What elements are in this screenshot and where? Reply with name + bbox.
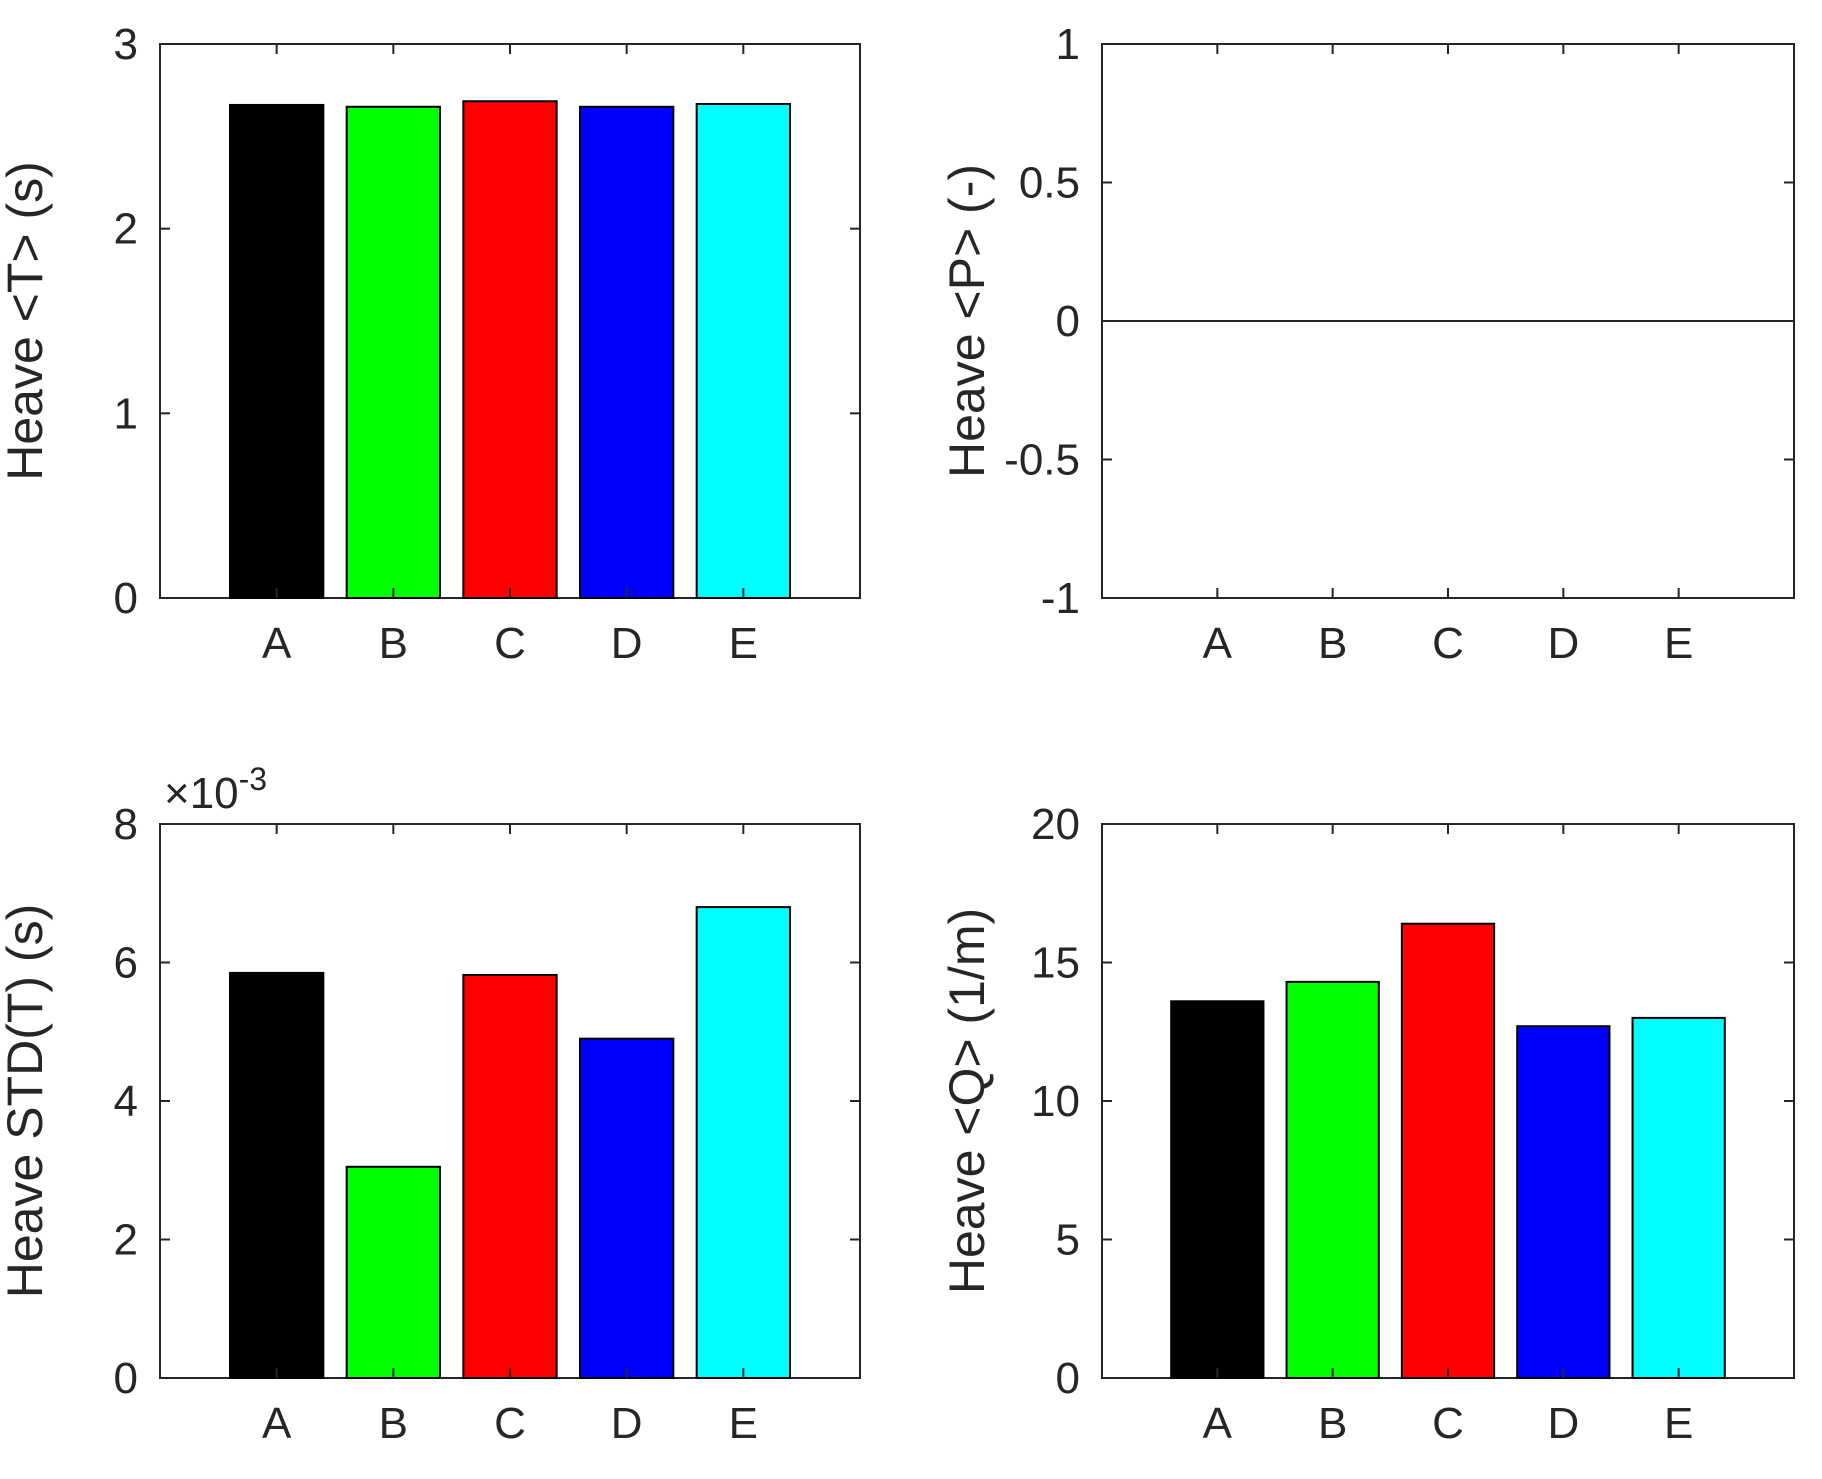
- chart-4-xtick-label: B: [1318, 1399, 1347, 1448]
- chart-1-xtick-label: D: [611, 619, 643, 668]
- chart-1-ytick-label: 0: [114, 574, 138, 623]
- chart-2-xtick-label: E: [1664, 619, 1693, 668]
- chart-3-ytick-label: 6: [114, 939, 138, 988]
- chart-1-ytick-label: 3: [114, 20, 138, 69]
- chart-1-xtick-label: E: [729, 619, 758, 668]
- chart-3-bar-A: [229, 971, 325, 1379]
- chart-3-xtick-label: A: [262, 1399, 292, 1448]
- chart-3-exponent-power: -3: [239, 761, 267, 797]
- chart-4-ytick-label: 10: [1031, 1077, 1080, 1126]
- chart-1-ylabel: Heave <T> (s): [0, 161, 53, 481]
- chart-3-xtick-label: E: [729, 1399, 758, 1448]
- chart-3-bar-B: [345, 1165, 441, 1379]
- chart-3-ytick-label: 8: [114, 800, 138, 849]
- chart-2-ytick-label: 0.5: [1019, 159, 1080, 208]
- chart-1: A B C D E 0 1 2 3 Heave <T> (s): [0, 20, 861, 668]
- chart-4-xtick-label: D: [1547, 1399, 1579, 1448]
- chart-3-xtick-label: C: [494, 1399, 526, 1448]
- chart-2-xtick-label: C: [1432, 619, 1464, 668]
- chart-1-xtick-label: B: [379, 619, 408, 668]
- chart-2-xtick-label: D: [1547, 619, 1579, 668]
- chart-3-ytick-label: 4: [114, 1077, 138, 1126]
- chart-2-xtick-label: B: [1318, 619, 1347, 668]
- chart-4-bar-C: [1400, 922, 1496, 1379]
- chart-1-ytick-label: 2: [114, 205, 138, 254]
- chart-4-bar-D: [1516, 1025, 1611, 1379]
- chart-1-bar-E: [695, 103, 792, 600]
- chart-4-ytick-label: 0: [1056, 1354, 1080, 1403]
- chart-3-bar-D: [579, 1037, 675, 1380]
- chart-3-exponent-label: ×10-3: [164, 761, 267, 818]
- chart-2-ytick-label: -0.5: [1004, 436, 1080, 485]
- chart-2-ytick-label: 0: [1056, 297, 1080, 346]
- chart-3-bar-E: [695, 906, 792, 1379]
- chart-4-ytick-label: 5: [1056, 1216, 1080, 1265]
- chart-4-bar-E: [1631, 1016, 1726, 1380]
- chart-4-ylabel: Heave <Q> (1/m): [939, 908, 995, 1294]
- chart-2-ytick-label: -1: [1041, 574, 1080, 623]
- chart-1-bar-C: [462, 100, 558, 599]
- chart-2-ylabel: Heave <P> (-): [939, 164, 995, 478]
- chart-4-ytick-label: 15: [1031, 939, 1080, 988]
- chart-4-ytick-label: 20: [1031, 800, 1080, 849]
- chart-3-ytick-label: 2: [114, 1216, 138, 1265]
- chart-1-bar-D: [579, 105, 675, 600]
- chart-4-xtick-label: A: [1203, 1399, 1233, 1448]
- chart-1-xtick-label: A: [262, 619, 292, 668]
- chart-3-exponent-base: ×10: [164, 769, 239, 818]
- chart-3-xtick-label: B: [379, 1399, 408, 1448]
- chart-4-bar-B: [1285, 980, 1380, 1379]
- chart-1-bar-B: [345, 105, 441, 600]
- chart-4-xtick-label: E: [1664, 1399, 1693, 1448]
- chart-3-ytick-label: 0: [114, 1354, 138, 1403]
- chart-3-xtick-label: D: [611, 1399, 643, 1448]
- chart-1-xtick-label: C: [494, 619, 526, 668]
- chart-2-ytick-label: 1: [1056, 20, 1080, 69]
- chart-4-xtick-label: C: [1432, 1399, 1464, 1448]
- chart-4-bar-A: [1170, 1000, 1265, 1380]
- chart-1-bar-A: [229, 103, 325, 599]
- chart-3-bar-C: [462, 973, 558, 1380]
- chart-3-ylabel: Heave STD(T) (s): [0, 904, 53, 1298]
- chart-1-ytick-label: 1: [114, 389, 138, 438]
- chart-3: A B C D E 0 2 4 6 8 Heave STD(T) (s) ×10-3: [0, 761, 861, 1448]
- chart-4: A B C D E 0 5 10 15 20 Heave <Q> (1/m): [939, 800, 1795, 1448]
- chart-2-xtick-label: A: [1203, 619, 1233, 668]
- chart-2: A B C D E -1 -0.5 0 0.5 1 Heave <P> (-): [939, 20, 1795, 668]
